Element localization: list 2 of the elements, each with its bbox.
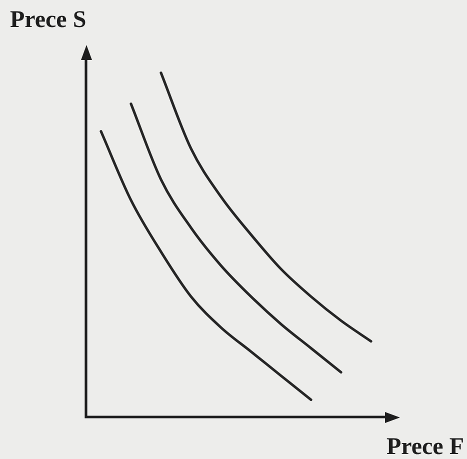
y-axis-title: Prece S [10, 7, 86, 33]
x-axis-title: Prece F [386, 434, 464, 459]
